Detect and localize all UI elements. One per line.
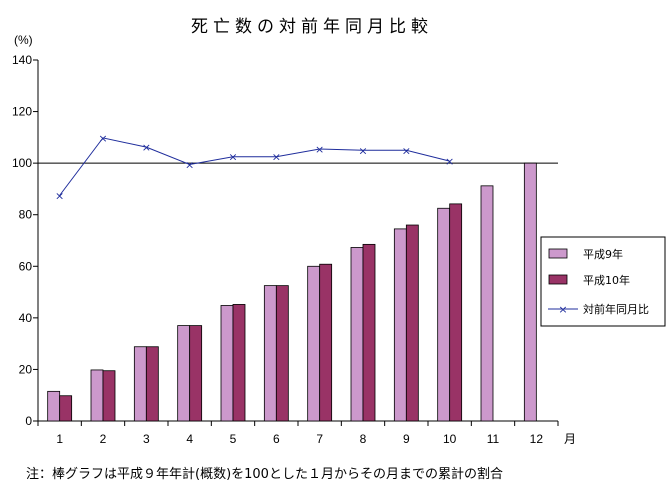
bar bbox=[47, 390, 61, 422]
bar bbox=[263, 285, 277, 422]
x-tick-label: 2 bbox=[100, 432, 107, 446]
ratio-point: × bbox=[402, 144, 411, 157]
y-tick-label: 100 bbox=[12, 156, 32, 170]
ratio-point: × bbox=[228, 151, 237, 164]
bar bbox=[102, 370, 116, 422]
ratio-point: × bbox=[55, 189, 64, 202]
y-tick-label: 20 bbox=[19, 362, 33, 376]
bar bbox=[133, 346, 147, 422]
y-tick-label: 40 bbox=[19, 311, 33, 325]
ratio-point: × bbox=[272, 151, 281, 164]
legend-swatch-h10 bbox=[548, 274, 568, 285]
bar bbox=[220, 305, 234, 422]
y-tick-label: 0 bbox=[25, 414, 32, 428]
bar bbox=[59, 395, 73, 422]
x-tick-label: 4 bbox=[186, 432, 193, 446]
bars bbox=[47, 162, 537, 422]
x-tick-label: 10 bbox=[443, 432, 457, 446]
bar bbox=[177, 325, 191, 422]
x-axis-unit: 月 bbox=[564, 432, 576, 446]
y-axis-unit: (%) bbox=[14, 33, 33, 47]
legend-label-ratio: 対前年同月比 bbox=[583, 302, 649, 316]
bar bbox=[319, 263, 333, 422]
x-tick-label: 5 bbox=[230, 432, 237, 446]
legend-marker-ratio: × bbox=[558, 303, 567, 316]
bar bbox=[393, 228, 407, 422]
bar bbox=[307, 265, 321, 422]
legend-label-h10: 平成10年 bbox=[583, 273, 630, 287]
y-tick-label: 140 bbox=[12, 53, 32, 67]
legend-swatch-h9 bbox=[548, 248, 568, 259]
ratio-point: × bbox=[98, 132, 107, 145]
x-tick-label: 1 bbox=[56, 432, 63, 446]
x-tick-label: 3 bbox=[143, 432, 150, 446]
x-tick-label: 8 bbox=[360, 432, 367, 446]
legend: 平成9年 平成10年 × 対前年同月比 bbox=[540, 236, 666, 327]
ratio-series-line bbox=[59, 137, 450, 196]
bar bbox=[189, 325, 203, 422]
chart-title: 死亡数の対前年同月比較 bbox=[191, 17, 433, 37]
y-tick-label: 120 bbox=[12, 105, 32, 119]
ratio-point: × bbox=[142, 141, 151, 154]
bar bbox=[232, 304, 246, 422]
x-tick-label: 9 bbox=[403, 432, 410, 446]
bar bbox=[275, 285, 289, 422]
bar bbox=[145, 346, 159, 422]
y-tick-label: 80 bbox=[19, 208, 33, 222]
bar bbox=[350, 247, 364, 422]
x-tick-label: 11 bbox=[487, 432, 500, 446]
ratio-point: × bbox=[185, 158, 194, 171]
bar bbox=[362, 243, 376, 422]
bar bbox=[449, 203, 463, 422]
ratio-point: × bbox=[445, 155, 454, 168]
ratio-line: × × × × × × × × × × bbox=[55, 132, 454, 203]
ratio-point: × bbox=[315, 143, 324, 156]
y-tick-label: 60 bbox=[19, 259, 33, 273]
bar bbox=[480, 185, 494, 422]
bar bbox=[437, 207, 451, 422]
bar bbox=[405, 224, 419, 422]
legend-label-h9: 平成9年 bbox=[583, 247, 623, 261]
x-tick-label: 7 bbox=[316, 432, 323, 446]
bar bbox=[523, 162, 537, 422]
x-tick-label: 6 bbox=[273, 432, 280, 446]
bar bbox=[90, 369, 104, 422]
ratio-point: × bbox=[358, 144, 367, 157]
footnote: 注：棒グラフは平成９年年計(概数)を100とした１月からその月までの累計の割合 bbox=[26, 466, 503, 482]
x-tick-label: 12 bbox=[530, 432, 544, 446]
